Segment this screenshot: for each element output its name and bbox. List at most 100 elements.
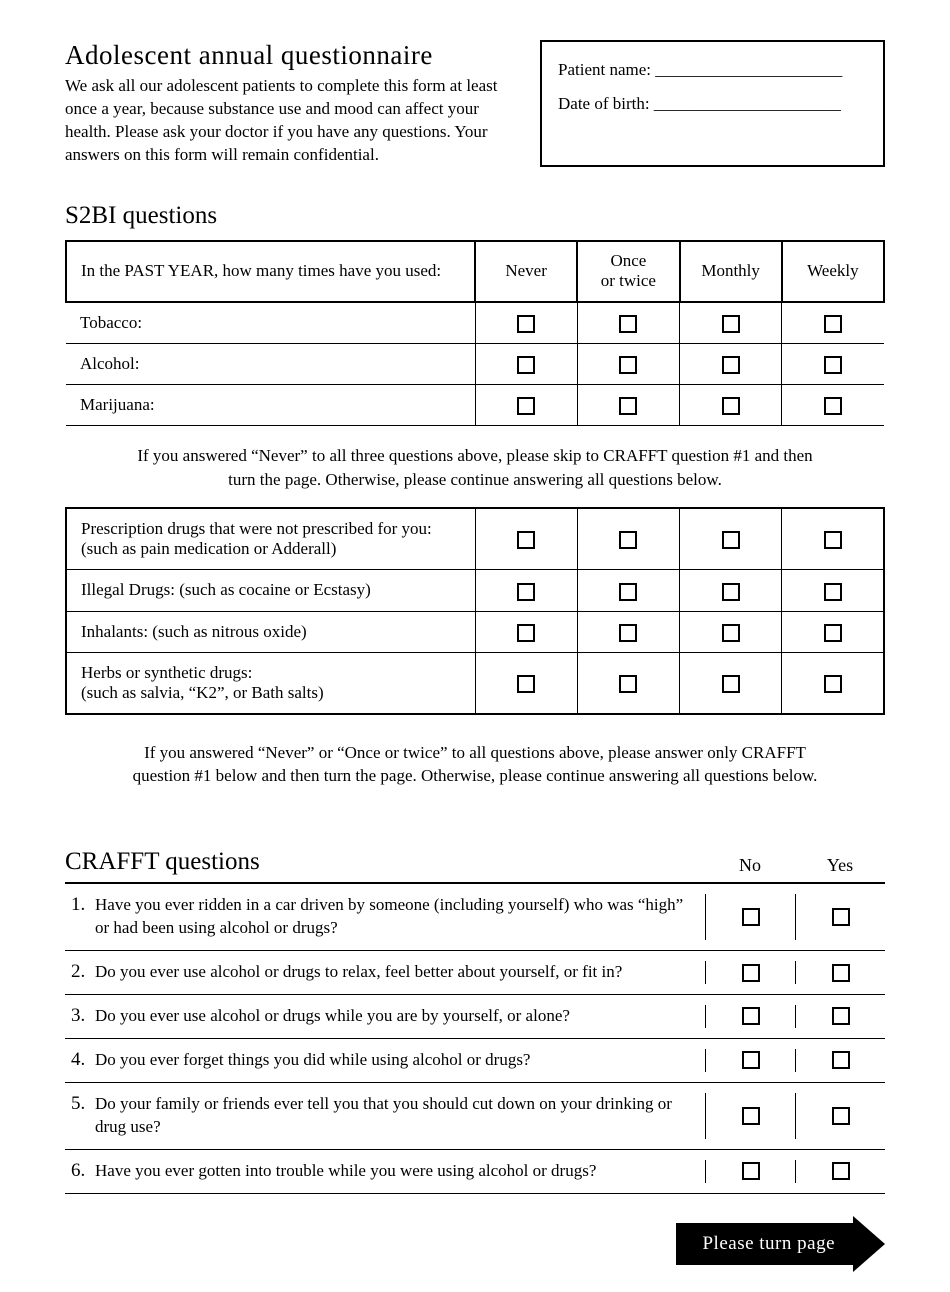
crafft-question: 1.Have you ever ridden in a car driven b… xyxy=(71,894,705,940)
crafft-question: 3.Do you ever use alcohol or drugs while… xyxy=(71,1005,705,1028)
crafft-question: 5.Do your family or friends ever tell yo… xyxy=(71,1093,705,1139)
s2bi-cell xyxy=(680,384,782,425)
turn-page-arrow: Please turn page xyxy=(676,1216,885,1272)
dob-field[interactable]: Date of birth: ______________________ xyxy=(558,94,867,114)
s2bi-row-label: Marijuana: xyxy=(66,384,475,425)
s2bi-row-label: Illegal Drugs: (such as cocaine or Ecsta… xyxy=(66,570,475,611)
crafft-yes-cell xyxy=(795,894,885,940)
crafft-row: 4.Do you ever forget things you did whil… xyxy=(65,1039,885,1083)
s2bi-a-checkbox[interactable] xyxy=(824,397,842,415)
s2bi-cell xyxy=(577,343,679,384)
s2bi-table-a: In the PAST YEAR, how many times have yo… xyxy=(65,240,885,426)
intro-text: We ask all our adolescent patients to co… xyxy=(65,75,520,167)
s2bi-b-checkbox[interactable] xyxy=(824,531,842,549)
crafft-question-text: Do you ever use alcohol or drugs while y… xyxy=(95,1005,580,1028)
s2bi-b-checkbox[interactable] xyxy=(517,583,535,601)
s2bi-cell xyxy=(577,611,679,652)
crafft-no-checkbox[interactable] xyxy=(742,964,760,982)
crafft-no-checkbox[interactable] xyxy=(742,908,760,926)
s2bi-cell xyxy=(475,302,577,344)
crafft-question-text: Have you ever ridden in a car driven by … xyxy=(95,894,705,940)
s2bi-cell xyxy=(680,570,782,611)
crafft-yes-cell xyxy=(795,1093,885,1139)
s2bi-b-checkbox[interactable] xyxy=(722,624,740,642)
s2bi-b-checkbox[interactable] xyxy=(517,624,535,642)
s2bi-cell xyxy=(680,302,782,344)
crafft-no-checkbox[interactable] xyxy=(742,1162,760,1180)
crafft-question-number: 6. xyxy=(71,1160,95,1183)
s2bi-cell xyxy=(475,384,577,425)
s2bi-a-checkbox[interactable] xyxy=(517,397,535,415)
s2bi-cell xyxy=(782,570,884,611)
crafft-no-cell xyxy=(705,1160,795,1183)
crafft-yes-cell xyxy=(795,1160,885,1183)
crafft-no-label: No xyxy=(705,855,795,876)
s2bi-row-label: Inhalants: (such as nitrous oxide) xyxy=(66,611,475,652)
s2bi-cell xyxy=(577,570,679,611)
s2bi-b-checkbox[interactable] xyxy=(619,624,637,642)
s2bi-note-b: If you answered “Never” or “Once or twic… xyxy=(125,741,825,789)
s2bi-cell xyxy=(680,652,782,714)
crafft-yes-cell xyxy=(795,1049,885,1072)
s2bi-a-checkbox[interactable] xyxy=(517,315,535,333)
main-title: Adolescent annual questionnaire xyxy=(65,40,520,71)
crafft-yes-checkbox[interactable] xyxy=(832,1051,850,1069)
s2bi-cell xyxy=(782,302,884,344)
crafft-no-cell xyxy=(705,1005,795,1028)
s2bi-cell xyxy=(577,384,679,425)
crafft-yes-checkbox[interactable] xyxy=(832,908,850,926)
s2bi-row-label: Alcohol: xyxy=(66,343,475,384)
patient-name-field[interactable]: Patient name: ______________________ xyxy=(558,60,867,80)
crafft-no-checkbox[interactable] xyxy=(742,1107,760,1125)
s2bi-a-checkbox[interactable] xyxy=(824,356,842,374)
s2bi-table-b: Prescription drugs that were not prescri… xyxy=(65,507,885,714)
s2bi-b-checkbox[interactable] xyxy=(824,675,842,693)
s2bi-a-checkbox[interactable] xyxy=(722,315,740,333)
s2bi-a-checkbox[interactable] xyxy=(619,397,637,415)
s2bi-b-checkbox[interactable] xyxy=(722,675,740,693)
crafft-question-text: Have you ever gotten into trouble while … xyxy=(95,1160,606,1183)
s2bi-b-checkbox[interactable] xyxy=(619,583,637,601)
s2bi-b-checkbox[interactable] xyxy=(824,624,842,642)
crafft-yes-checkbox[interactable] xyxy=(832,964,850,982)
s2bi-b-checkbox[interactable] xyxy=(722,531,740,549)
crafft-yes-checkbox[interactable] xyxy=(832,1107,850,1125)
crafft-yes-cell xyxy=(795,961,885,984)
s2bi-a-checkbox[interactable] xyxy=(722,356,740,374)
s2bi-cell xyxy=(782,508,884,570)
s2bi-section-title: S2BI questions xyxy=(65,202,885,230)
s2bi-b-checkbox[interactable] xyxy=(619,675,637,693)
s2bi-b-checkbox[interactable] xyxy=(517,675,535,693)
s2bi-a-checkbox[interactable] xyxy=(619,315,637,333)
crafft-no-checkbox[interactable] xyxy=(742,1007,760,1025)
crafft-question-number: 4. xyxy=(71,1049,95,1072)
s2bi-b-checkbox[interactable] xyxy=(619,531,637,549)
crafft-question: 4.Do you ever forget things you did whil… xyxy=(71,1049,705,1072)
crafft-question: 2.Do you ever use alcohol or drugs to re… xyxy=(71,961,705,984)
crafft-row: 1.Have you ever ridden in a car driven b… xyxy=(65,884,885,951)
s2bi-col-monthly: Monthly xyxy=(680,241,782,302)
s2bi-cell xyxy=(475,570,577,611)
s2bi-col-weekly: Weekly xyxy=(782,241,884,302)
s2bi-header-row: In the PAST YEAR, how many times have yo… xyxy=(66,241,884,302)
s2bi-row: Alcohol: xyxy=(66,343,884,384)
crafft-yes-checkbox[interactable] xyxy=(832,1007,850,1025)
crafft-yes-checkbox[interactable] xyxy=(832,1162,850,1180)
s2bi-a-checkbox[interactable] xyxy=(619,356,637,374)
crafft-no-cell xyxy=(705,961,795,984)
s2bi-a-checkbox[interactable] xyxy=(824,315,842,333)
s2bi-row: Inhalants: (such as nitrous oxide) xyxy=(66,611,884,652)
crafft-no-cell xyxy=(705,1049,795,1072)
s2bi-a-checkbox[interactable] xyxy=(722,397,740,415)
crafft-section: CRAFFT questions No Yes 1.Have you ever … xyxy=(65,848,885,1194)
s2bi-cell xyxy=(577,302,679,344)
s2bi-row: Herbs or synthetic drugs: (such as salvi… xyxy=(66,652,884,714)
s2bi-b-checkbox[interactable] xyxy=(517,531,535,549)
s2bi-question-header: In the PAST YEAR, how many times have yo… xyxy=(66,241,475,302)
crafft-no-checkbox[interactable] xyxy=(742,1051,760,1069)
s2bi-cell xyxy=(475,508,577,570)
s2bi-a-checkbox[interactable] xyxy=(517,356,535,374)
s2bi-b-checkbox[interactable] xyxy=(824,583,842,601)
s2bi-b-checkbox[interactable] xyxy=(722,583,740,601)
crafft-section-title: CRAFFT questions xyxy=(65,848,705,876)
